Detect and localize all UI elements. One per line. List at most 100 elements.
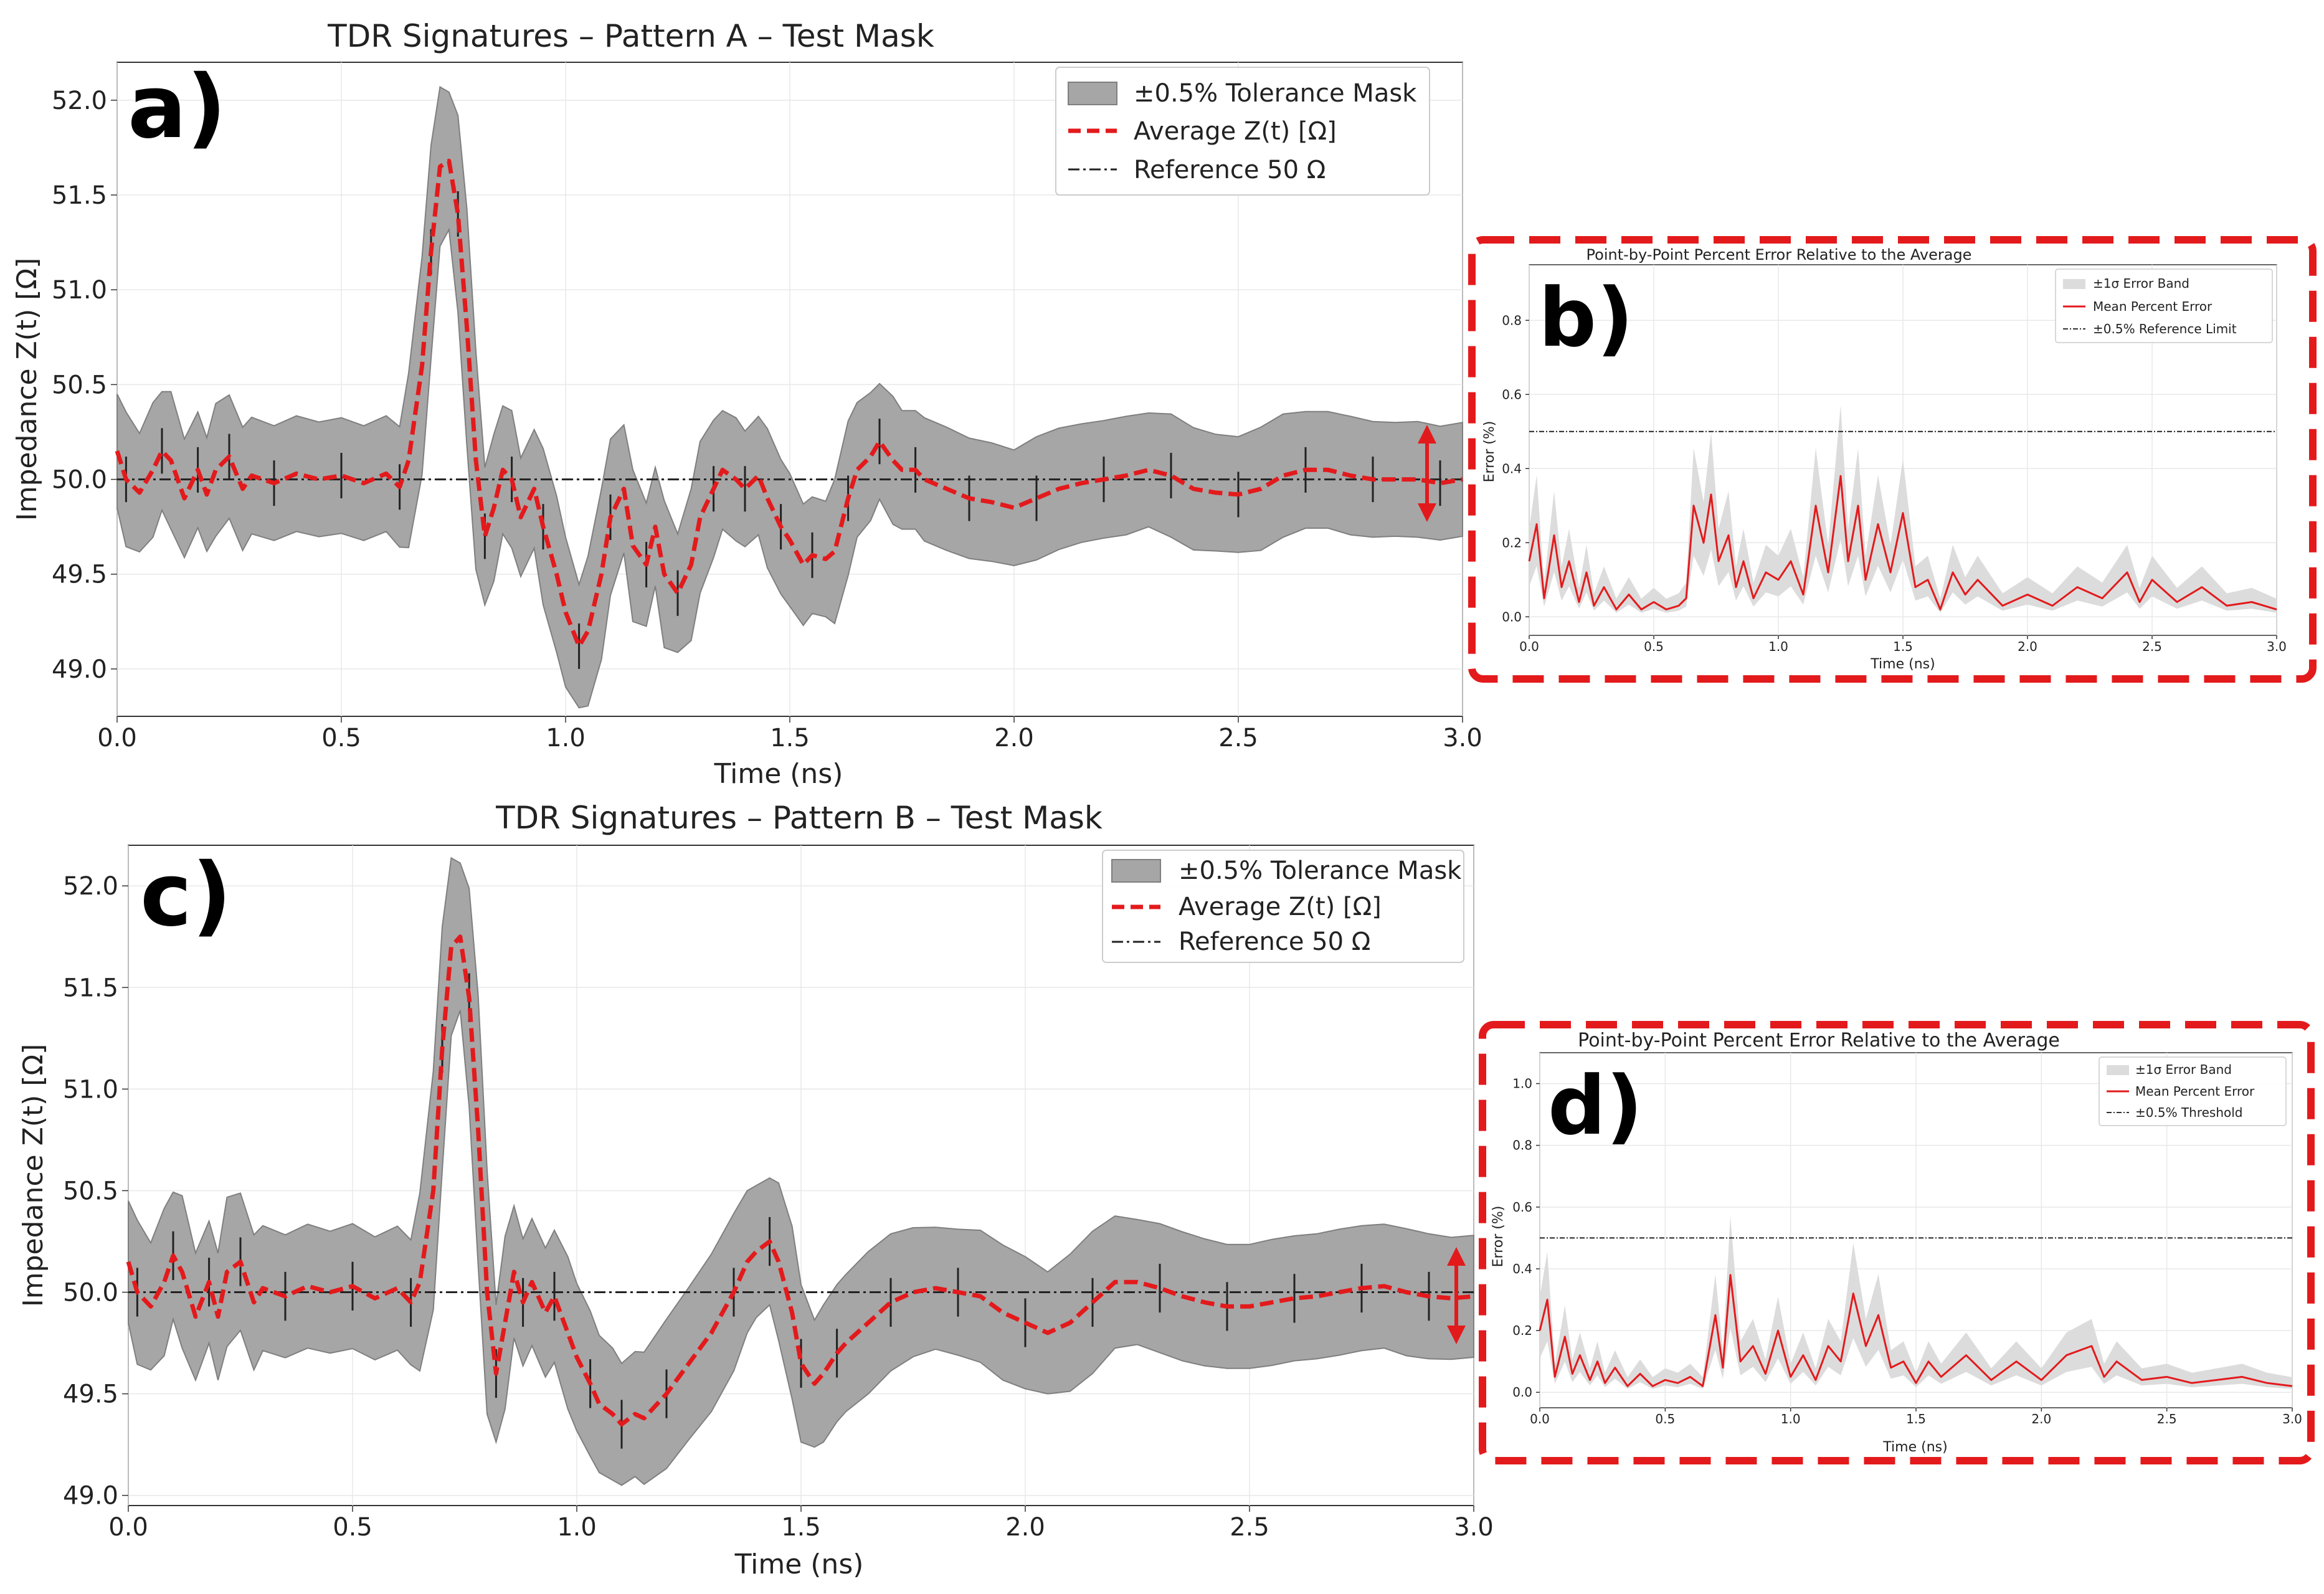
- legend-box: [1102, 850, 1464, 963]
- data-point: [1722, 1367, 1724, 1369]
- data-point: [467, 327, 468, 328]
- data-point: [254, 1302, 255, 1303]
- y-tick-label: 51.5: [52, 181, 107, 210]
- data-point: [2091, 1345, 2092, 1347]
- y-tick-label: 52.0: [52, 87, 107, 115]
- data-point: [1294, 1297, 1295, 1299]
- data-point: [1803, 594, 1804, 595]
- data-point: [1561, 587, 1562, 588]
- x-tick-label: 1.0: [557, 1513, 597, 1542]
- data-point: [153, 469, 154, 470]
- average-line: [115, 158, 1463, 669]
- y-tick-label: 50.0: [63, 1279, 118, 1307]
- data-point: [195, 1316, 196, 1317]
- data-point: [677, 592, 678, 594]
- data-point: [1890, 572, 1891, 573]
- data-point: [913, 1292, 914, 1293]
- data-point: [1666, 609, 1667, 610]
- panel-letter-b: b): [1539, 270, 1633, 365]
- legend: ±1σ Error Band Mean Percent Error ±0.5% …: [2055, 268, 2273, 343]
- data-point: [1159, 1288, 1160, 1289]
- y-tick-label: 51.5: [63, 974, 118, 1002]
- data-point: [1361, 1288, 1362, 1289]
- data-point: [1615, 1367, 1616, 1369]
- data-point: [1305, 469, 1306, 470]
- data-point: [825, 558, 827, 559]
- data-point: [924, 479, 925, 480]
- data-point: [800, 1363, 802, 1364]
- y-tick-label: 52.0: [63, 872, 118, 901]
- data-point: [1339, 1292, 1340, 1293]
- legend-label-avg: Average Z(t) [Ω]: [1134, 117, 1337, 146]
- y-tick-label: 0.4: [1512, 1261, 1532, 1276]
- y-axis-label: Error (%): [1482, 421, 1497, 483]
- legend-box: [2055, 268, 2273, 343]
- x-tick-label: 2.0: [994, 724, 1034, 752]
- data-point: [543, 526, 544, 528]
- x-tick-label: 2.0: [1005, 1513, 1045, 1542]
- tolerance-mask-band: [116, 86, 1463, 709]
- data-point: [1778, 579, 1779, 581]
- data-point: [1047, 1332, 1048, 1334]
- y-tick-label: 0.0: [1512, 1385, 1532, 1400]
- legend-label-mean: Mean Percent Error: [2093, 299, 2213, 314]
- data-point: [744, 488, 746, 490]
- data-point: [184, 498, 185, 499]
- x-tick-label: 1.5: [1906, 1411, 1926, 1426]
- data-point: [1579, 1355, 1580, 1356]
- data-point: [868, 1322, 869, 1324]
- data-point: [1915, 587, 1916, 588]
- legend-label-band: ±1σ Error Band: [2093, 276, 2189, 291]
- data-point: [1473, 1296, 1474, 1297]
- data-point: [1715, 1314, 1716, 1316]
- tolerance-arrow: [1418, 425, 1436, 522]
- tick-labels: 0.0 0.5 1.0 1.5 2.0 2.5 3.0 0.0 0.2 0.4 0.6 0.8 1.0: [1512, 1076, 2302, 1426]
- data-point: [1852, 1293, 1854, 1294]
- error-band-area: [1540, 1216, 2292, 1389]
- y-tick-label: 49.5: [52, 561, 107, 589]
- data-point: [1204, 1302, 1205, 1303]
- x-tick-label: 1.5: [781, 1513, 821, 1542]
- data-point: [285, 1296, 286, 1297]
- data-point: [1677, 1382, 1679, 1383]
- data-point: [2216, 1379, 2217, 1380]
- data-point: [767, 498, 768, 499]
- data-point: [1940, 1376, 1942, 1377]
- data-point: [1991, 1379, 1992, 1380]
- data-point: [901, 469, 903, 470]
- data-point: [1590, 1379, 1591, 1380]
- data-point: [1815, 1379, 1816, 1380]
- data-point: [1627, 1385, 1628, 1387]
- data-point: [1597, 1361, 1598, 1362]
- data-point: [837, 1352, 838, 1354]
- data-point: [136, 1292, 138, 1293]
- data-point: [1536, 524, 1537, 525]
- data-point: [1703, 542, 1704, 543]
- data-point: [511, 479, 513, 480]
- highlight-box: [1479, 1021, 2315, 1464]
- y-tick-label: 1.0: [1512, 1076, 1532, 1091]
- data-point: [1081, 483, 1082, 484]
- data-point: [915, 469, 916, 470]
- panel-letter-d: d): [1548, 1058, 1643, 1153]
- data-point: [173, 1255, 174, 1256]
- data-point: [2267, 1382, 2268, 1383]
- data-point: [1568, 561, 1570, 562]
- data-point: [1866, 1345, 1867, 1347]
- data-point: [2292, 1385, 2293, 1387]
- data-point: [1678, 605, 1679, 606]
- y-tick-label: 49.0: [52, 655, 107, 684]
- x-tick-label: 2.5: [2157, 1411, 2177, 1426]
- data-point: [1743, 561, 1744, 562]
- x-tick-label: 2.5: [2142, 639, 2162, 654]
- data-point: [2242, 1376, 2243, 1377]
- panel-b-chart: Point-by-Point Percent Error Relative to…: [1468, 236, 2317, 683]
- data-point: [624, 488, 625, 490]
- chart-title: Point-by-Point Percent Error Relative to…: [1578, 1030, 2060, 1051]
- data-point: [1126, 475, 1127, 477]
- data-point: [161, 450, 163, 452]
- data-point: [789, 539, 790, 541]
- data-point: [2016, 1361, 2017, 1362]
- data-point: [711, 1332, 712, 1334]
